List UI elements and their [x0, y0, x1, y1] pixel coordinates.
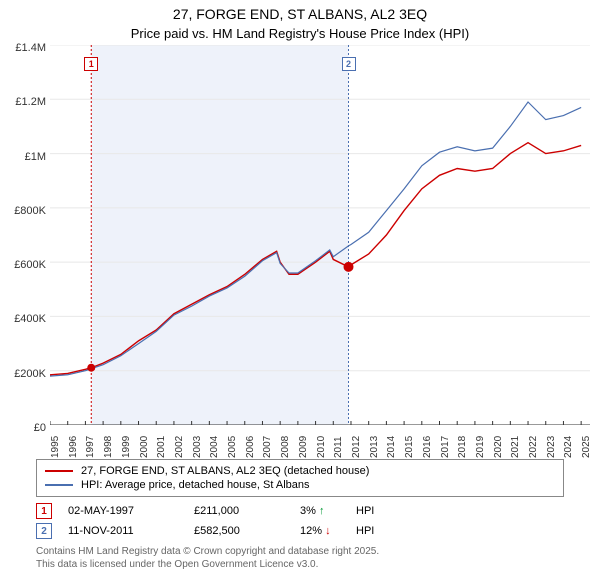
y-tick-label: £200K [14, 368, 46, 380]
legend-item: HPI: Average price, detached house, St A… [45, 478, 555, 492]
x-tick-label: 1997 [85, 436, 96, 458]
footer-line-1: Contains HM Land Registry data © Crown c… [36, 545, 564, 558]
x-tick-label: 2005 [227, 436, 238, 458]
chart-subtitle: Price paid vs. HM Land Registry's House … [0, 22, 600, 45]
y-tick-label: £800K [14, 205, 46, 217]
sale-price: £582,500 [194, 525, 284, 537]
sale-suffix: HPI [356, 505, 374, 517]
chart-title: 27, FORGE END, ST ALBANS, AL2 3EQ [0, 0, 600, 22]
sale-suffix: HPI [356, 525, 374, 537]
x-tick-label: 1999 [121, 436, 132, 458]
chart-container: 27, FORGE END, ST ALBANS, AL2 3EQ Price … [0, 0, 600, 560]
x-tick-label: 1998 [103, 436, 114, 458]
y-axis: £0£200K£400K£600K£800K£1M£1.2M£1.4M [0, 48, 50, 428]
y-tick-label: £1.2M [15, 96, 46, 108]
legend-label: 27, FORGE END, ST ALBANS, AL2 3EQ (detac… [81, 465, 369, 477]
y-tick-label: £400K [14, 313, 46, 325]
line-chart [50, 45, 590, 425]
x-axis: 1995 1996 1997 1998 1999 2000 2001 2002 2003 2004… [50, 425, 590, 455]
x-tick-label: 2007 [262, 436, 273, 458]
x-tick-label: 1996 [68, 436, 79, 458]
legend-swatch [45, 484, 73, 486]
x-tick-label: 2013 [369, 436, 380, 458]
x-tick-label: 2003 [192, 436, 203, 458]
y-tick-label: £1.4M [15, 42, 46, 54]
x-tick-label: 2021 [510, 436, 521, 458]
sale-date: 11-NOV-2011 [68, 525, 178, 537]
x-tick-label: 2018 [457, 436, 468, 458]
x-tick-label: 2002 [174, 436, 185, 458]
sale-pct: 12% ↓ [300, 525, 340, 537]
x-tick-label: 2008 [280, 436, 291, 458]
x-tick-label: 2001 [156, 436, 167, 458]
x-tick-label: 2012 [351, 436, 362, 458]
legend-label: HPI: Average price, detached house, St A… [81, 479, 310, 491]
legend-swatch [45, 470, 73, 472]
x-tick-label: 2004 [209, 436, 220, 458]
sale-price: £211,000 [194, 505, 284, 517]
x-tick-label: 2010 [316, 436, 327, 458]
arrow-down-icon: ↓ [325, 525, 337, 537]
x-tick-label: 2024 [563, 436, 574, 458]
sale-pct: 3% ↑ [300, 505, 340, 517]
y-tick-label: £600K [14, 259, 46, 271]
x-tick-label: 2019 [475, 436, 486, 458]
x-tick-label: 2009 [298, 436, 309, 458]
x-tick-label: 2015 [404, 436, 415, 458]
arrow-up-icon: ↑ [319, 505, 331, 517]
x-tick-label: 2022 [528, 436, 539, 458]
legend-item: 27, FORGE END, ST ALBANS, AL2 3EQ (detac… [45, 464, 555, 478]
footer-attribution: Contains HM Land Registry data © Crown c… [36, 545, 564, 571]
x-tick-label: 2017 [440, 436, 451, 458]
x-tick-label: 2014 [386, 436, 397, 458]
x-tick-label: 2000 [139, 436, 150, 458]
x-tick-label: 2023 [546, 436, 557, 458]
sale-marker: 1 [36, 503, 52, 519]
y-tick-label: £1M [25, 151, 46, 163]
y-tick-label: £0 [34, 422, 46, 434]
x-tick-label: 2006 [245, 436, 256, 458]
sale-row: 2 11-NOV-2011 £582,500 12% ↓ HPI [36, 521, 564, 541]
sale-row: 1 02-MAY-1997 £211,000 3% ↑ HPI [36, 501, 564, 521]
sale-marker: 2 [36, 523, 52, 539]
x-tick-label: 2016 [422, 436, 433, 458]
x-tick-label: 2025 [581, 436, 592, 458]
legend: 27, FORGE END, ST ALBANS, AL2 3EQ (detac… [36, 459, 564, 497]
plot-area: 12 [50, 45, 590, 425]
sale-date: 02-MAY-1997 [68, 505, 178, 517]
sales-table: 1 02-MAY-1997 £211,000 3% ↑ HPI 2 11-NOV-2011 £… [36, 501, 564, 541]
sale-marker-box: 1 [84, 57, 98, 71]
sale-marker-box: 2 [342, 57, 356, 71]
x-tick-label: 2011 [333, 436, 344, 458]
x-tick-label: 1995 [50, 436, 61, 458]
x-tick-label: 2020 [493, 436, 504, 458]
